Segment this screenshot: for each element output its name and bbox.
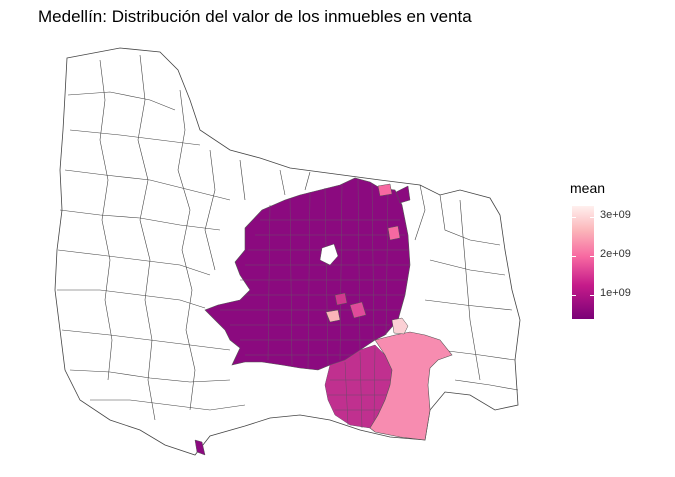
isolated-barrio xyxy=(194,439,206,456)
high-value-barrio xyxy=(325,309,341,323)
legend-tick-label: 3e+09 xyxy=(600,209,631,221)
urban-boundaries xyxy=(220,179,410,369)
isolated-barrio xyxy=(395,185,411,204)
legend-title: mean xyxy=(570,180,606,196)
legend-tick-label: 2e+09 xyxy=(600,248,631,260)
no-data-area xyxy=(319,243,339,266)
high-value-barrio xyxy=(334,292,348,306)
rural-boundaries xyxy=(57,54,519,421)
legend-tick-label: 1e+09 xyxy=(600,287,631,299)
high-value-barrio xyxy=(391,317,409,335)
southeast-region xyxy=(369,331,453,441)
legend-gradient-bar xyxy=(572,206,594,319)
south-boundaries xyxy=(328,347,390,429)
high-value-barrio xyxy=(377,183,393,197)
color-legend: mean 3e+09 2e+09 1e+09 xyxy=(566,180,631,319)
high-value-barrio xyxy=(349,301,367,319)
high-value-barrio xyxy=(387,225,401,241)
map-title: Medellín: Distribución del valor de los … xyxy=(38,7,472,26)
